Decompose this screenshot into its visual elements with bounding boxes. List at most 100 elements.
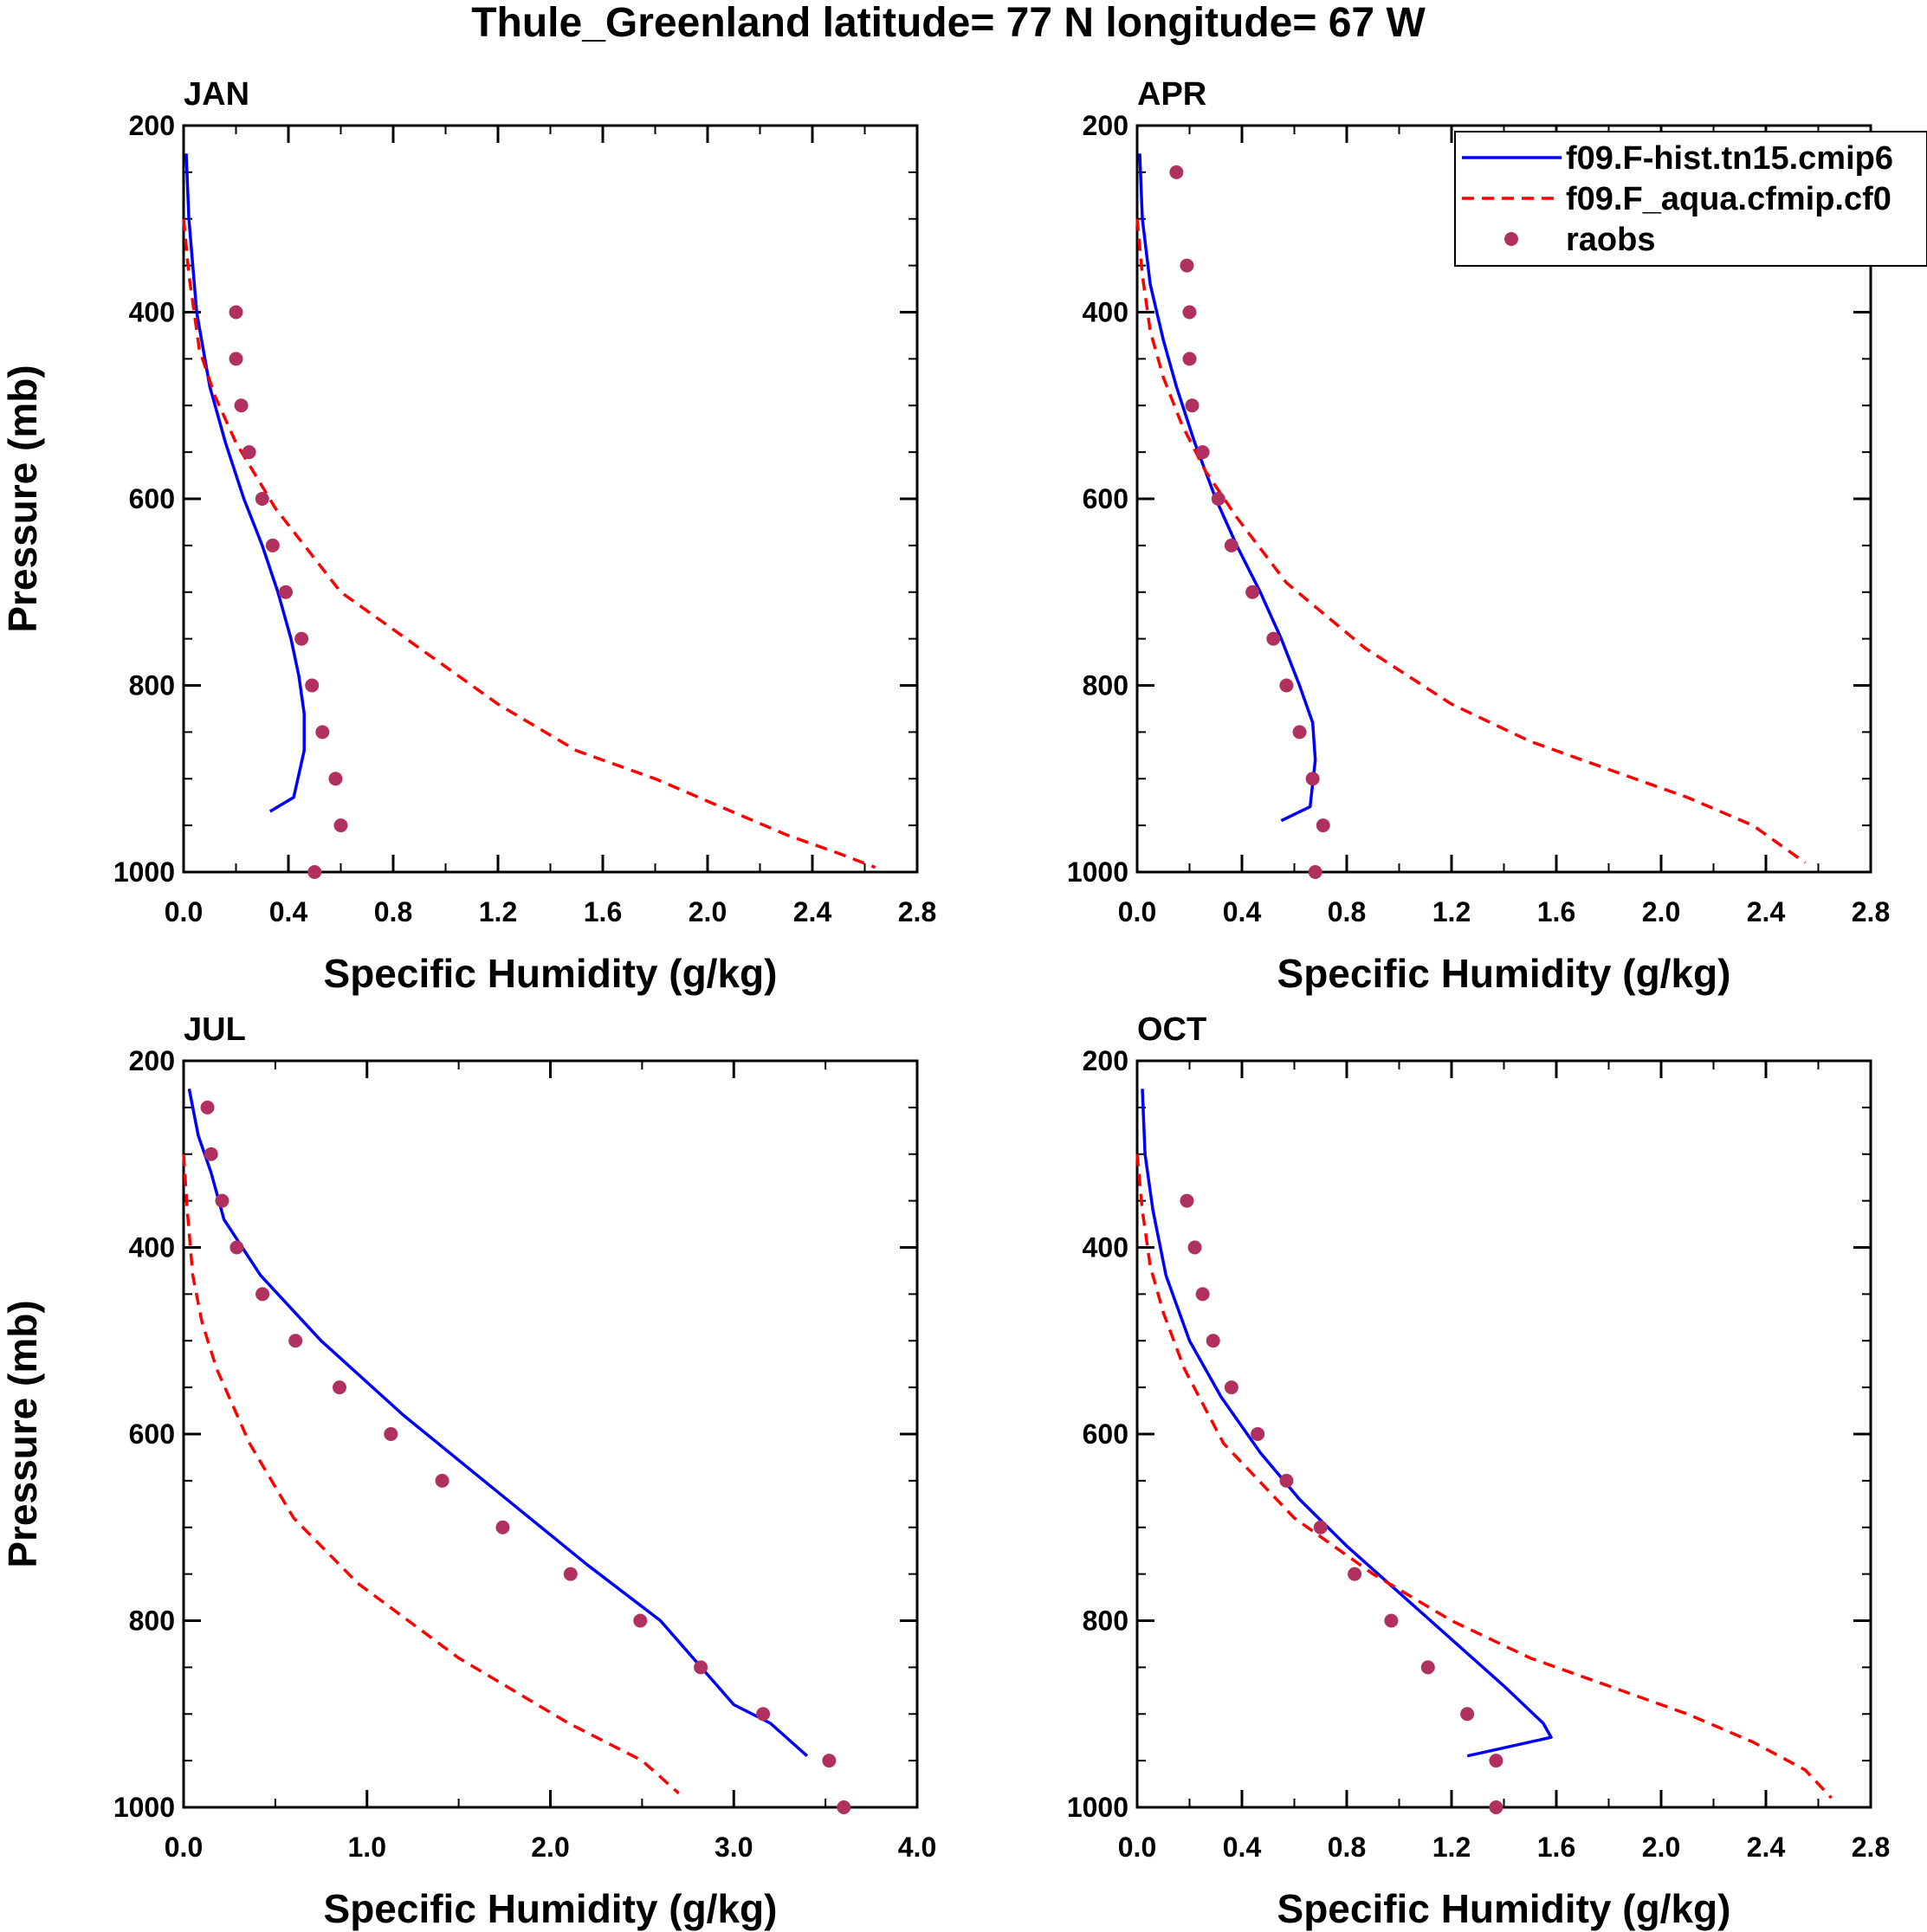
raobs-point (1348, 1567, 1362, 1581)
raobs-point (255, 1287, 270, 1302)
raobs-point (384, 1427, 398, 1441)
raobs-point (435, 1473, 449, 1488)
panel-apr: APR 0.0 0.4 0.8 1.2 1.6 2.0 2.4 2.8 200 400 600 800 1… (1067, 76, 1890, 996)
raobs-point (837, 1800, 851, 1814)
raobs-point (328, 772, 343, 786)
raobs-point (1489, 1800, 1503, 1814)
x-tick-label: 0.0 (1118, 1832, 1156, 1863)
series-line-hist-cmip6 (184, 153, 306, 813)
y-tick-label: 600 (1083, 483, 1128, 514)
raobs-point (255, 492, 269, 506)
raobs-point (1187, 1240, 1202, 1255)
x-tick-label: 2.0 (689, 896, 727, 927)
plot-frame (182, 1059, 919, 1809)
x-tick-label: 2.8 (898, 896, 936, 927)
panel-title: OCT (1137, 1011, 1206, 1048)
series-line-hist-cmip6 (187, 1088, 809, 1758)
y-axis-label: Pressure (mb) (0, 1300, 45, 1567)
raobs-point (495, 1520, 510, 1535)
panel-oct: OCT 0.0 0.4 0.8 1.2 1.6 2.0 2.4 2.8 200 400 600 800 1… (1067, 1011, 1890, 1931)
series-line-aqua-cf0 (182, 218, 876, 869)
raobs-point (1224, 1380, 1238, 1395)
raobs-point (1266, 631, 1281, 646)
raobs-point (215, 1193, 230, 1208)
y-tick-label: 400 (129, 297, 175, 328)
panel-title: JAN (184, 76, 249, 113)
x-tick-label: 2.4 (793, 896, 832, 927)
raobs-point (1420, 1660, 1435, 1675)
x-axis-label: Specific Humidity (g/kg) (324, 951, 778, 996)
raobs-point (230, 1240, 244, 1255)
y-tick-label: 800 (1083, 1606, 1128, 1637)
y-axis-label: Pressure (mb) (0, 365, 45, 632)
x-tick-label: 2.8 (1852, 896, 1890, 927)
y-tick-label: 600 (129, 483, 175, 514)
x-tick-label: 1.6 (1537, 1832, 1575, 1863)
raobs-point (1169, 165, 1184, 179)
y-tick-label: 200 (129, 1045, 175, 1076)
y-tick-label: 1000 (1067, 856, 1128, 888)
x-tick-label: 3.0 (715, 1832, 753, 1863)
x-tick-label: 0.0 (165, 1832, 203, 1863)
raobs-point (1180, 258, 1194, 273)
raobs-point (822, 1754, 837, 1768)
raobs-point (315, 725, 330, 740)
raobs-point (1279, 1473, 1294, 1488)
panel-jan: JAN 0.0 0.4 0.8 1.2 1.6 2.0 2.4 2.8 200 400 600 800 1… (0, 76, 936, 996)
raobs-point (1308, 865, 1322, 879)
y-tick-label: 600 (129, 1418, 175, 1450)
panel-title: JUL (184, 1011, 246, 1048)
x-tick-label: 2.0 (1642, 1832, 1680, 1863)
raobs-point (1316, 818, 1330, 833)
legend: f09.F-hist.tn15.cmip6 f09.F_aqua.cfmip.cf… (1454, 131, 1927, 267)
legend-label: f09.F-hist.tn15.cmip6 (1566, 140, 1893, 177)
x-tick-label: 2.0 (1642, 896, 1680, 927)
series-line-aqua-cf0 (1135, 218, 1807, 864)
x-tick-label: 2.4 (1747, 1832, 1786, 1863)
raobs-point (1384, 1613, 1399, 1628)
y-tick-label: 400 (129, 1232, 175, 1263)
x-tick-label: 0.8 (1328, 1832, 1366, 1863)
raobs-point (1245, 585, 1260, 599)
series-line-aqua-cf0 (182, 1153, 680, 1795)
x-tick-label: 2.0 (531, 1832, 569, 1863)
raobs-point (294, 631, 309, 646)
legend-swatch-marker (1504, 232, 1518, 246)
raobs-point (278, 585, 293, 599)
x-tick-label: 2.4 (1747, 896, 1786, 927)
x-tick-label: 1.6 (1537, 896, 1575, 927)
raobs-point (563, 1567, 578, 1581)
raobs-point (756, 1707, 771, 1722)
plot-frame (182, 124, 919, 874)
raobs-point (1195, 445, 1210, 460)
raobs-point (633, 1613, 648, 1628)
panel-jul: JUL 0.0 1.0 2.0 3.0 4.0 200 400 600 800 1000 Specif… (0, 1011, 936, 1931)
y-tick-label: 200 (129, 110, 175, 141)
raobs-point (1313, 1520, 1328, 1535)
y-tick-label: 800 (129, 670, 175, 701)
figure-title: Thule_Greenland latitude= 77 N longitude… (471, 0, 1426, 46)
y-tick-label: 600 (1083, 1418, 1128, 1450)
x-tick-label: 0.4 (269, 896, 308, 927)
raobs-point (1195, 1287, 1210, 1302)
x-tick-label: 1.6 (584, 896, 622, 927)
raobs-point (229, 352, 243, 366)
y-tick-label: 1000 (113, 856, 175, 888)
y-tick-label: 200 (1083, 1045, 1128, 1076)
x-tick-label: 0.0 (165, 896, 203, 927)
x-axis-label: Specific Humidity (g/kg) (324, 1886, 778, 1931)
raobs-point (1211, 492, 1225, 506)
series-line-hist-cmip6 (1141, 1089, 1553, 1758)
panel-title: APR (1137, 76, 1206, 113)
series-line-hist-cmip6 (1138, 153, 1317, 823)
x-tick-label: 0.4 (1223, 1832, 1262, 1863)
raobs-point (1182, 352, 1197, 366)
y-tick-label: 1000 (1067, 1792, 1128, 1823)
x-tick-label: 4.0 (898, 1832, 936, 1863)
raobs-point (1182, 305, 1197, 320)
raobs-point (204, 1147, 218, 1161)
raobs-point (1305, 772, 1320, 786)
raobs-point (1206, 1334, 1220, 1348)
raobs-point (242, 445, 256, 460)
